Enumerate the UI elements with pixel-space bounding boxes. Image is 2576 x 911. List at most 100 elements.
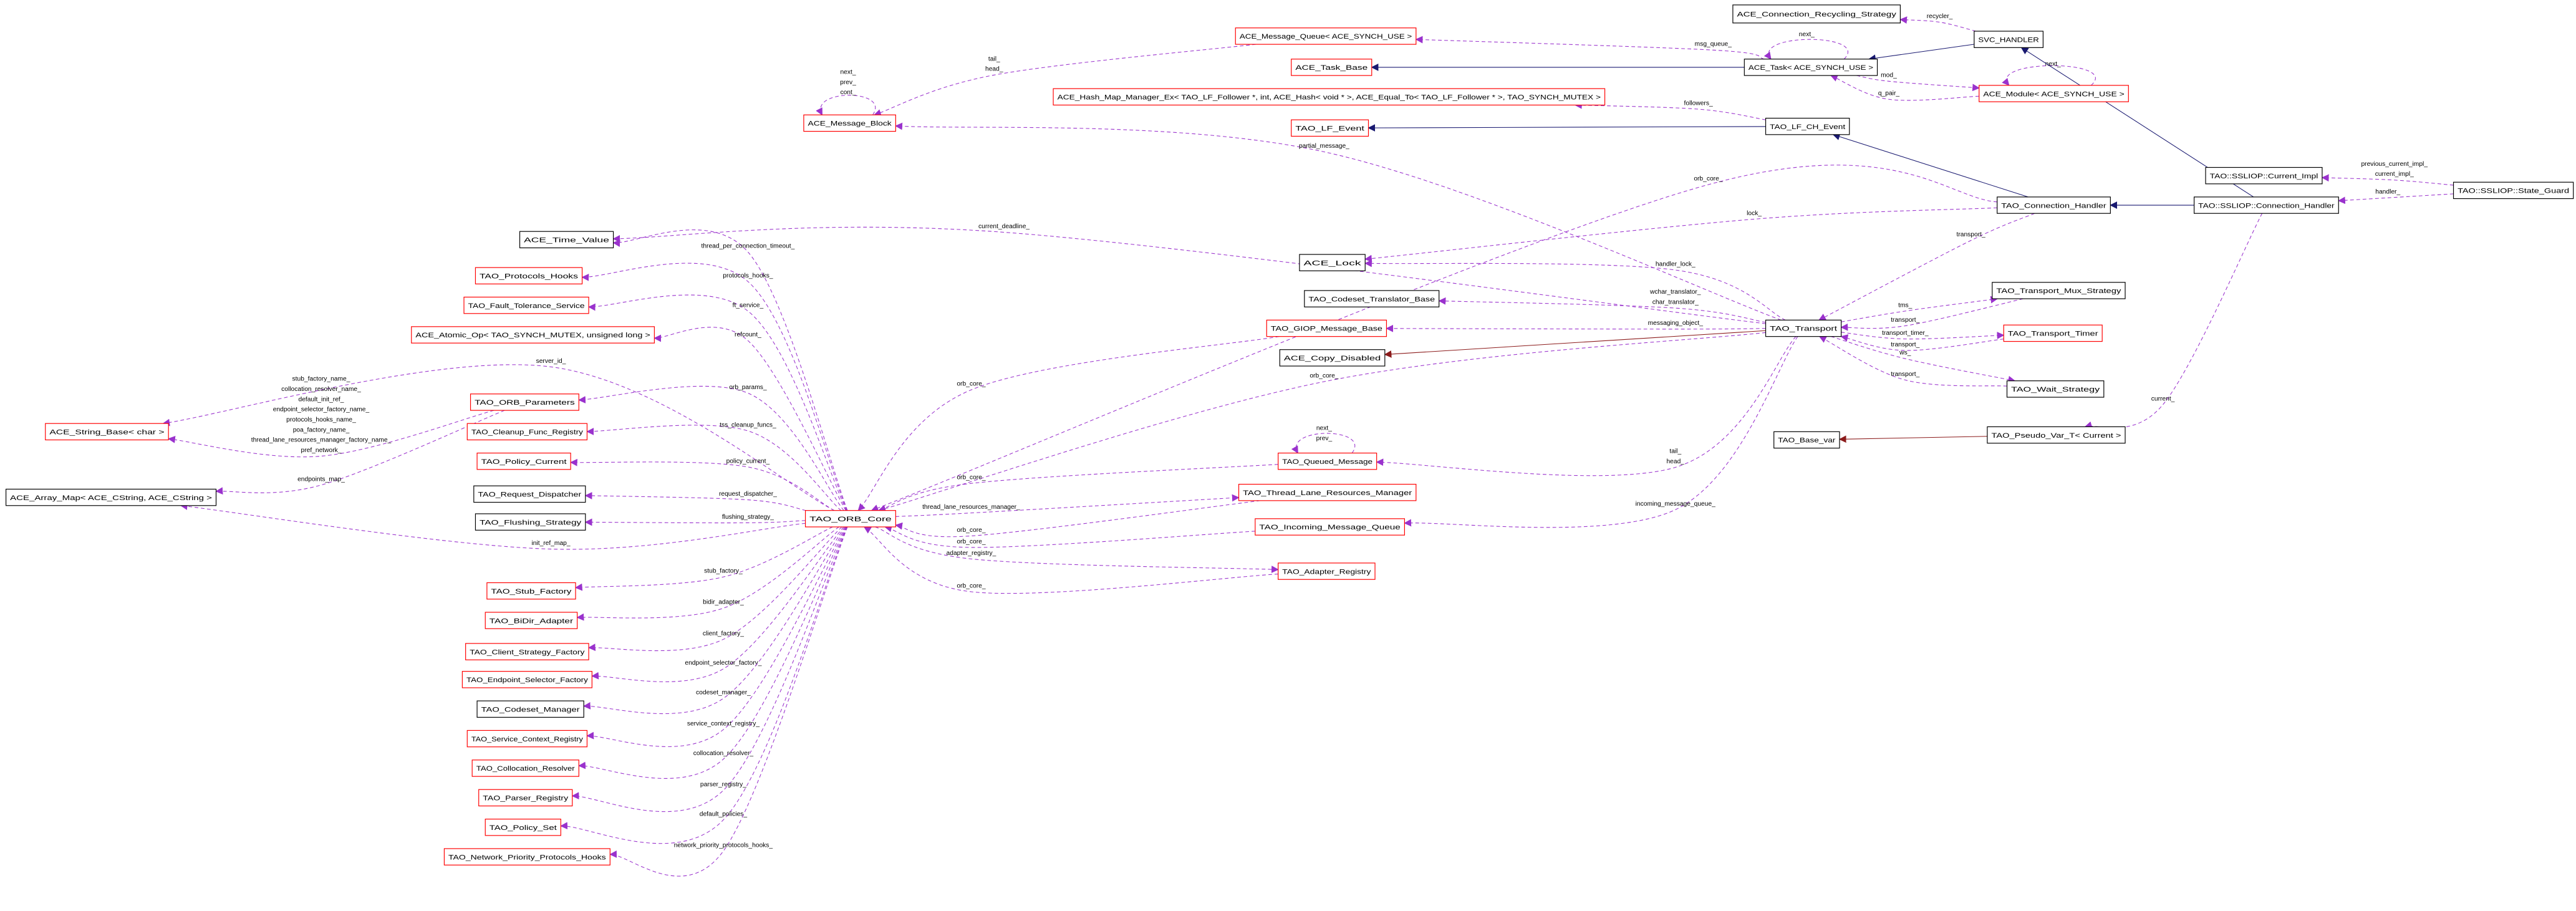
node-box [1278, 452, 1377, 470]
edge-line [1376, 336, 1797, 476]
node-label: TAO_Wait_Strategy [2011, 386, 2100, 393]
node-lfch[interactable]: TAO_LF_CH_Event [1765, 117, 1850, 135]
node-box [476, 700, 584, 718]
node-box [485, 612, 578, 629]
node-connh[interactable]: TAO_Connection_Handler [1997, 196, 2111, 214]
node-transport[interactable]: TAO_Transport [1765, 319, 1842, 337]
node-stub[interactable]: TAO_Stub_Factory [486, 582, 576, 600]
edge-orbcore-network: network_priority_protocols_hooks_ [609, 526, 848, 877]
node-timer[interactable]: TAO_Transport_Timer [2003, 324, 2103, 342]
node-recycling[interactable]: ACE_Connection_Recycling_Strategy [1732, 4, 1901, 24]
edge-label: protocols_hooks_ [723, 272, 773, 279]
node-requestdisp[interactable]: TAO_Request_Dispatcher [473, 485, 586, 503]
node-orbparams[interactable]: TAO_ORB_Parameters [470, 393, 579, 411]
edge-line [1832, 133, 2028, 198]
node-label: TAO_Transport_Timer [2008, 330, 2098, 338]
edge-label: prev_ [1316, 435, 1333, 442]
node-codesettrans[interactable]: TAO_Codeset_Translator_Base [1304, 290, 1440, 307]
node-incoming[interactable]: TAO_Incoming_Message_Queue [1255, 518, 1405, 536]
node-box [1291, 119, 1369, 137]
node-taskbase[interactable]: ACE_Task_Base [1291, 59, 1372, 76]
edge-line [857, 336, 1280, 511]
edge-line [1818, 336, 2007, 387]
node-guard[interactable]: TAO::SSLIOP::State_Guard [2453, 181, 2574, 200]
edge-line [612, 226, 1766, 324]
edge-line [1364, 259, 1786, 321]
edge-line [168, 410, 494, 458]
node-hashmap[interactable]: ACE_Hash_Map_Manager_Ex< TAO_LF_Follower… [1053, 88, 1606, 106]
node-bidir[interactable]: TAO_BiDir_Adapter [485, 612, 578, 629]
node-acelock[interactable]: ACE_Lock [1299, 254, 1366, 271]
edge-label: tss_cleanup_funcs_ [720, 422, 776, 428]
node-box [803, 114, 896, 132]
edge-line [591, 526, 844, 682]
node-ft[interactable]: TAO_Fault_Tolerance_Service [463, 296, 589, 314]
edge-transport-wait: ws_ [1831, 336, 2016, 383]
node-box [1053, 88, 1606, 106]
edge-line [863, 526, 1278, 594]
node-endpoint[interactable]: TAO_Endpoint_Selector_Factory [461, 671, 592, 688]
node-stringbase[interactable]: ACE_String_Base< char > [45, 423, 169, 441]
node-currimpl[interactable]: TAO::SSLIOP::Current_Impl [2205, 166, 2323, 185]
node-lfevent[interactable]: TAO_LF_Event [1291, 119, 1369, 137]
node-service[interactable]: TAO_Service_Context_Registry [466, 730, 588, 748]
node-copydisabled[interactable]: ACE_Copy_Disabled [1279, 349, 1386, 367]
node-pseudo[interactable]: TAO_Pseudo_Var_T< Current > [1987, 426, 2126, 444]
node-flushing[interactable]: TAO_Flushing_Strategy [475, 513, 586, 531]
node-protocolshooks[interactable]: TAO_Protocols_Hooks [475, 267, 583, 285]
node-label: ACE_Lock [1304, 259, 1362, 267]
node-box [470, 393, 579, 411]
node-arraymap[interactable]: ACE_Array_Map< ACE_CString, ACE_CString … [5, 488, 217, 506]
node-client[interactable]: TAO_Client_Strategy_Factory [465, 643, 589, 660]
node-policycurrent[interactable]: TAO_Policy_Current [476, 452, 571, 470]
edge-line [1868, 44, 1974, 62]
node-sslconn[interactable]: TAO::SSLIOP::Connection_Handler [2194, 196, 2339, 214]
edge-label: protocols_hooks_name_ [286, 417, 356, 423]
node-svc[interactable]: SVC_HANDLER [1974, 31, 2044, 48]
edge-connh-transport: transport_ [1818, 213, 2035, 321]
node-policyset[interactable]: TAO_Policy_Set [485, 818, 561, 836]
node-giop[interactable]: TAO_GIOP_Message_Base [1266, 319, 1387, 337]
edge-orbcore-service: service_context_registry_ [586, 526, 846, 747]
node-box [1765, 117, 1850, 135]
node-wait[interactable]: TAO_Wait_Strategy [2006, 380, 2105, 398]
node-queued[interactable]: TAO_Queued_Message [1278, 452, 1377, 470]
node-label: TAO_Base_var [1778, 437, 1835, 445]
node-parser[interactable]: TAO_Parser_Registry [478, 789, 573, 807]
edge-label: ws_ [1899, 350, 1911, 357]
node-msgqueue[interactable]: ACE_Message_Queue< ACE_SYNCH_USE > [1235, 27, 1417, 45]
edge-line [877, 464, 1278, 513]
node-label: TAO_BiDir_Adapter [490, 617, 574, 625]
node-threadlane[interactable]: TAO_Thread_Lane_Resources_Manager [1238, 483, 1417, 501]
node-cleanup[interactable]: TAO_Cleanup_Func_Registry [466, 423, 588, 441]
node-msgblock[interactable]: ACE_Message_Block [803, 114, 896, 132]
node-label: ACE_Connection_Recycling_Strategy [1737, 11, 1896, 19]
node-task[interactable]: ACE_Task< ACE_SYNCH_USE > [1744, 59, 1878, 76]
node-label: TAO::SSLIOP::Current_Impl [2210, 173, 2318, 180]
edge-line [654, 327, 846, 511]
node-atomic[interactable]: ACE_Atomic_Op< TAO_SYNCH_MUTEX, unsigned… [411, 326, 655, 344]
node-box [1992, 282, 2126, 299]
edge-line [571, 526, 847, 812]
node-box [2205, 166, 2323, 185]
node-codesetmgr[interactable]: TAO_Codeset_Manager [476, 700, 584, 718]
node-mux[interactable]: TAO_Transport_Mux_Strategy [1992, 282, 2126, 299]
edge-orbcore-stringbase: server_id_ [162, 358, 835, 511]
node-orbcore[interactable]: TAO_ORB_Core [804, 510, 896, 528]
node-label: TAO_Policy_Set [490, 824, 557, 832]
edge-line [1404, 336, 1798, 528]
node-basevar[interactable]: TAO_Base_var [1773, 431, 1840, 449]
node-module[interactable]: ACE_Module< ACE_SYNCH_USE > [1979, 85, 2129, 102]
edge-wait-transport: transport_ [1818, 336, 2007, 387]
node-label: ACE_Task_Base [1295, 64, 1368, 72]
node-collocation[interactable]: TAO_Collocation_Resolver [471, 759, 579, 777]
node-adapter[interactable]: TAO_Adapter_Registry [1278, 562, 1376, 580]
edge-label: orb_core_ [957, 381, 985, 388]
edge-line [162, 364, 835, 511]
edge-msgqueue-msgblock: tail_ head_ [874, 44, 1256, 117]
node-timevalue[interactable]: ACE_Time_Value [519, 231, 614, 249]
node-network[interactable]: TAO_Network_Priority_Protocols_Hooks [443, 848, 610, 865]
node-box [466, 423, 588, 441]
node-label: TAO_Endpoint_Selector_Factory [466, 677, 588, 684]
edge-orbcore-collocation: collocation_resolver_ [578, 526, 847, 779]
